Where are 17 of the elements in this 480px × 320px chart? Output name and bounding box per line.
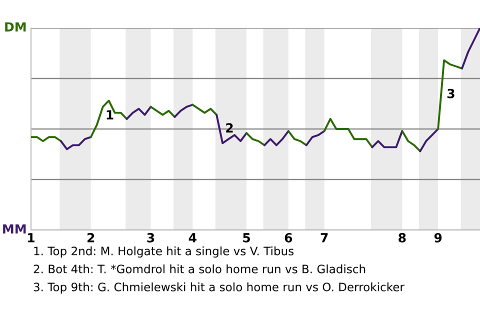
annotation: 3 [447, 88, 454, 98]
text: MM [3, 224, 26, 234]
x-tick-label: 9 [434, 233, 442, 242]
x-tick-label: 1 [28, 233, 34, 242]
x-tick-label: 4 [188, 233, 196, 242]
annotation: 2 [226, 123, 233, 132]
text: 3. Top 9th: G. Chmielewski hit a solo home run vs O. Derrokicker [34, 282, 404, 294]
text: DM [5, 22, 26, 32]
text: 2. Bot 4th: T. *Gomdrol hit a solo home run vs B. Gladisch [34, 264, 366, 274]
x-tick-label: 8 [398, 233, 406, 242]
x-tick-label: 7 [320, 233, 328, 242]
text: 1. Top 2nd: M. Holgate hit a single vs V. Tibus [34, 246, 294, 258]
x-tick-label: 2 [88, 233, 94, 242]
x-tick-label: 5 [243, 233, 250, 242]
x-tick-label: 3 [147, 233, 154, 242]
annotation: 1 [106, 110, 114, 120]
x-tick-label: 6 [284, 233, 292, 242]
